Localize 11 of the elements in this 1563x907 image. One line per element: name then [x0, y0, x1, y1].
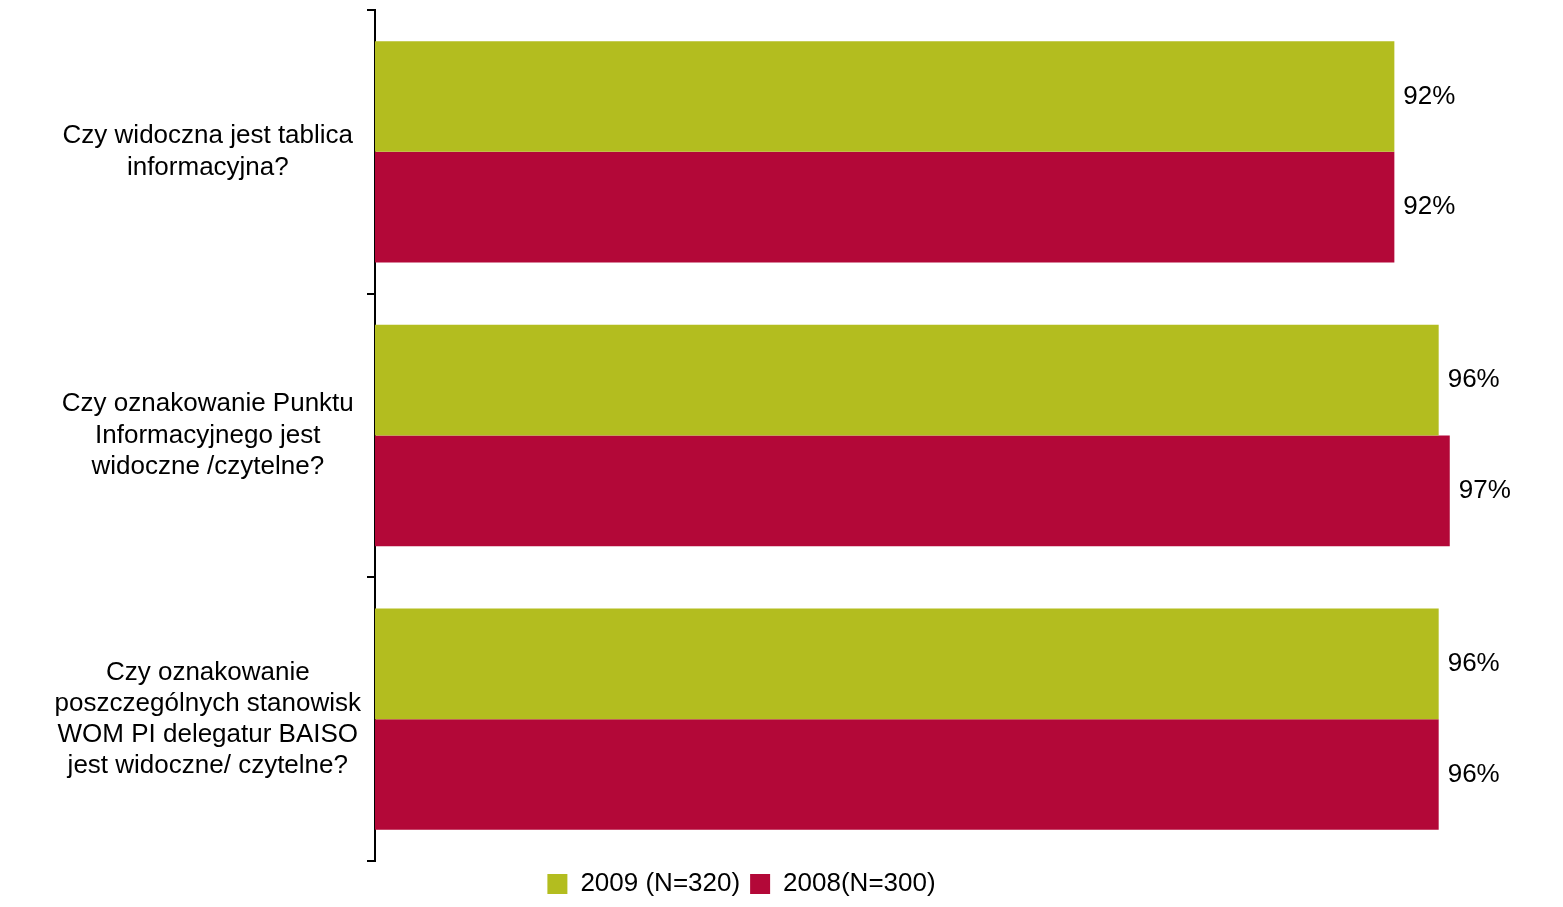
y-tick-label: Czy oznakowanie Punktu Informacyjnego jest widoczne /czytelne? [61, 387, 354, 480]
legend-label: 2008(N=300) [783, 867, 936, 898]
y-tick-label: Czy widoczna jest tablica informacyjna? [62, 119, 354, 181]
data-label: 92% [1403, 79, 1456, 110]
data-label: 96% [1447, 363, 1500, 394]
data-label: 92% [1403, 190, 1456, 221]
data-label: 97% [1458, 473, 1511, 504]
data-label: 96% [1447, 757, 1500, 788]
legend-label: 2009 (N=320) [580, 867, 741, 898]
data-label: 96% [1447, 647, 1500, 678]
y-tick-label: Czy oznakowanie poszczególnych stanowisk WOM PI delegatur BAISO jest widoczne/ czytelne? [54, 655, 362, 780]
